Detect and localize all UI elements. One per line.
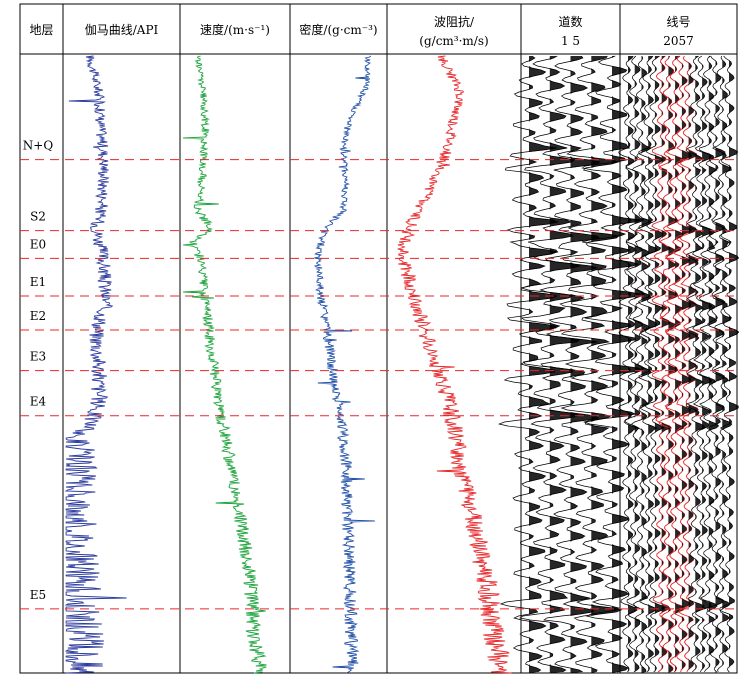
curve-gamma (64, 55, 127, 674)
trace-fill (529, 56, 558, 673)
trace-fill (628, 56, 638, 673)
seismic-traces (498, 55, 740, 673)
stratum-label-S2: S2 (30, 210, 46, 224)
curve-velocity (183, 55, 267, 674)
trace (498, 55, 559, 673)
trace-fill (675, 56, 685, 673)
trace-fill (641, 56, 652, 673)
trace (664, 55, 686, 673)
trace-fill (695, 56, 705, 673)
log-curves (64, 55, 512, 674)
header-velocity: 速度/(m·s⁻¹) (200, 22, 270, 37)
stratum-label-E3: E3 (30, 350, 46, 364)
trace-fill (591, 56, 622, 673)
header-impedance: (g/cm³·m/s) (419, 34, 488, 48)
trace (685, 55, 705, 673)
trace-fill (681, 56, 692, 673)
trace (637, 55, 658, 673)
column-headers: 地层 伽马曲线/API 速度/(m·s⁻¹) 密度/(g·cm⁻³) 波阻抗/ (g/cm… (29, 14, 693, 48)
trace-fill (708, 56, 719, 673)
trace-fill (549, 56, 580, 673)
header-impedance: 波阻抗/ (434, 14, 475, 29)
stratum-label-N+Q: N+Q (23, 139, 54, 153)
header-line_number: 线号 (666, 15, 690, 29)
trace-fill (668, 56, 679, 673)
curve-density (313, 55, 375, 674)
curve-impedance (397, 55, 512, 674)
trace (631, 55, 652, 673)
trace-fill (654, 56, 665, 673)
header-line_number: 2057 (663, 34, 694, 48)
stratum-label-E0: E0 (30, 237, 46, 251)
strata-labels: N+Q S2 E0 E1 E2 E3 E4 E5 (23, 139, 54, 602)
header-density: 密度/(g·cm⁻³) (299, 22, 377, 37)
stratum-label-E1: E1 (30, 275, 46, 289)
trace (658, 55, 679, 673)
trace (711, 55, 733, 673)
outer-border (19, 3, 738, 674)
header-trace_number: 道数 (558, 14, 582, 29)
trace-fill (612, 56, 642, 673)
stratum-label-E5: E5 (30, 588, 46, 602)
stratum-label-E4: E4 (30, 395, 47, 409)
trace-fill (661, 56, 672, 673)
chart-frame (19, 3, 738, 674)
trace-fill (715, 56, 726, 673)
header-strata: 地层 (29, 23, 53, 37)
header-trace_number: 1 5 (561, 34, 580, 48)
trace-fill (722, 56, 732, 673)
header-gamma: 伽马曲线/API (85, 22, 159, 37)
trace-fill (729, 56, 739, 673)
trace-fill (634, 56, 645, 673)
trace-fill (570, 56, 600, 673)
stratum-label-E2: E2 (30, 309, 46, 323)
trace-fill (648, 56, 657, 673)
trace-fill (688, 56, 699, 673)
